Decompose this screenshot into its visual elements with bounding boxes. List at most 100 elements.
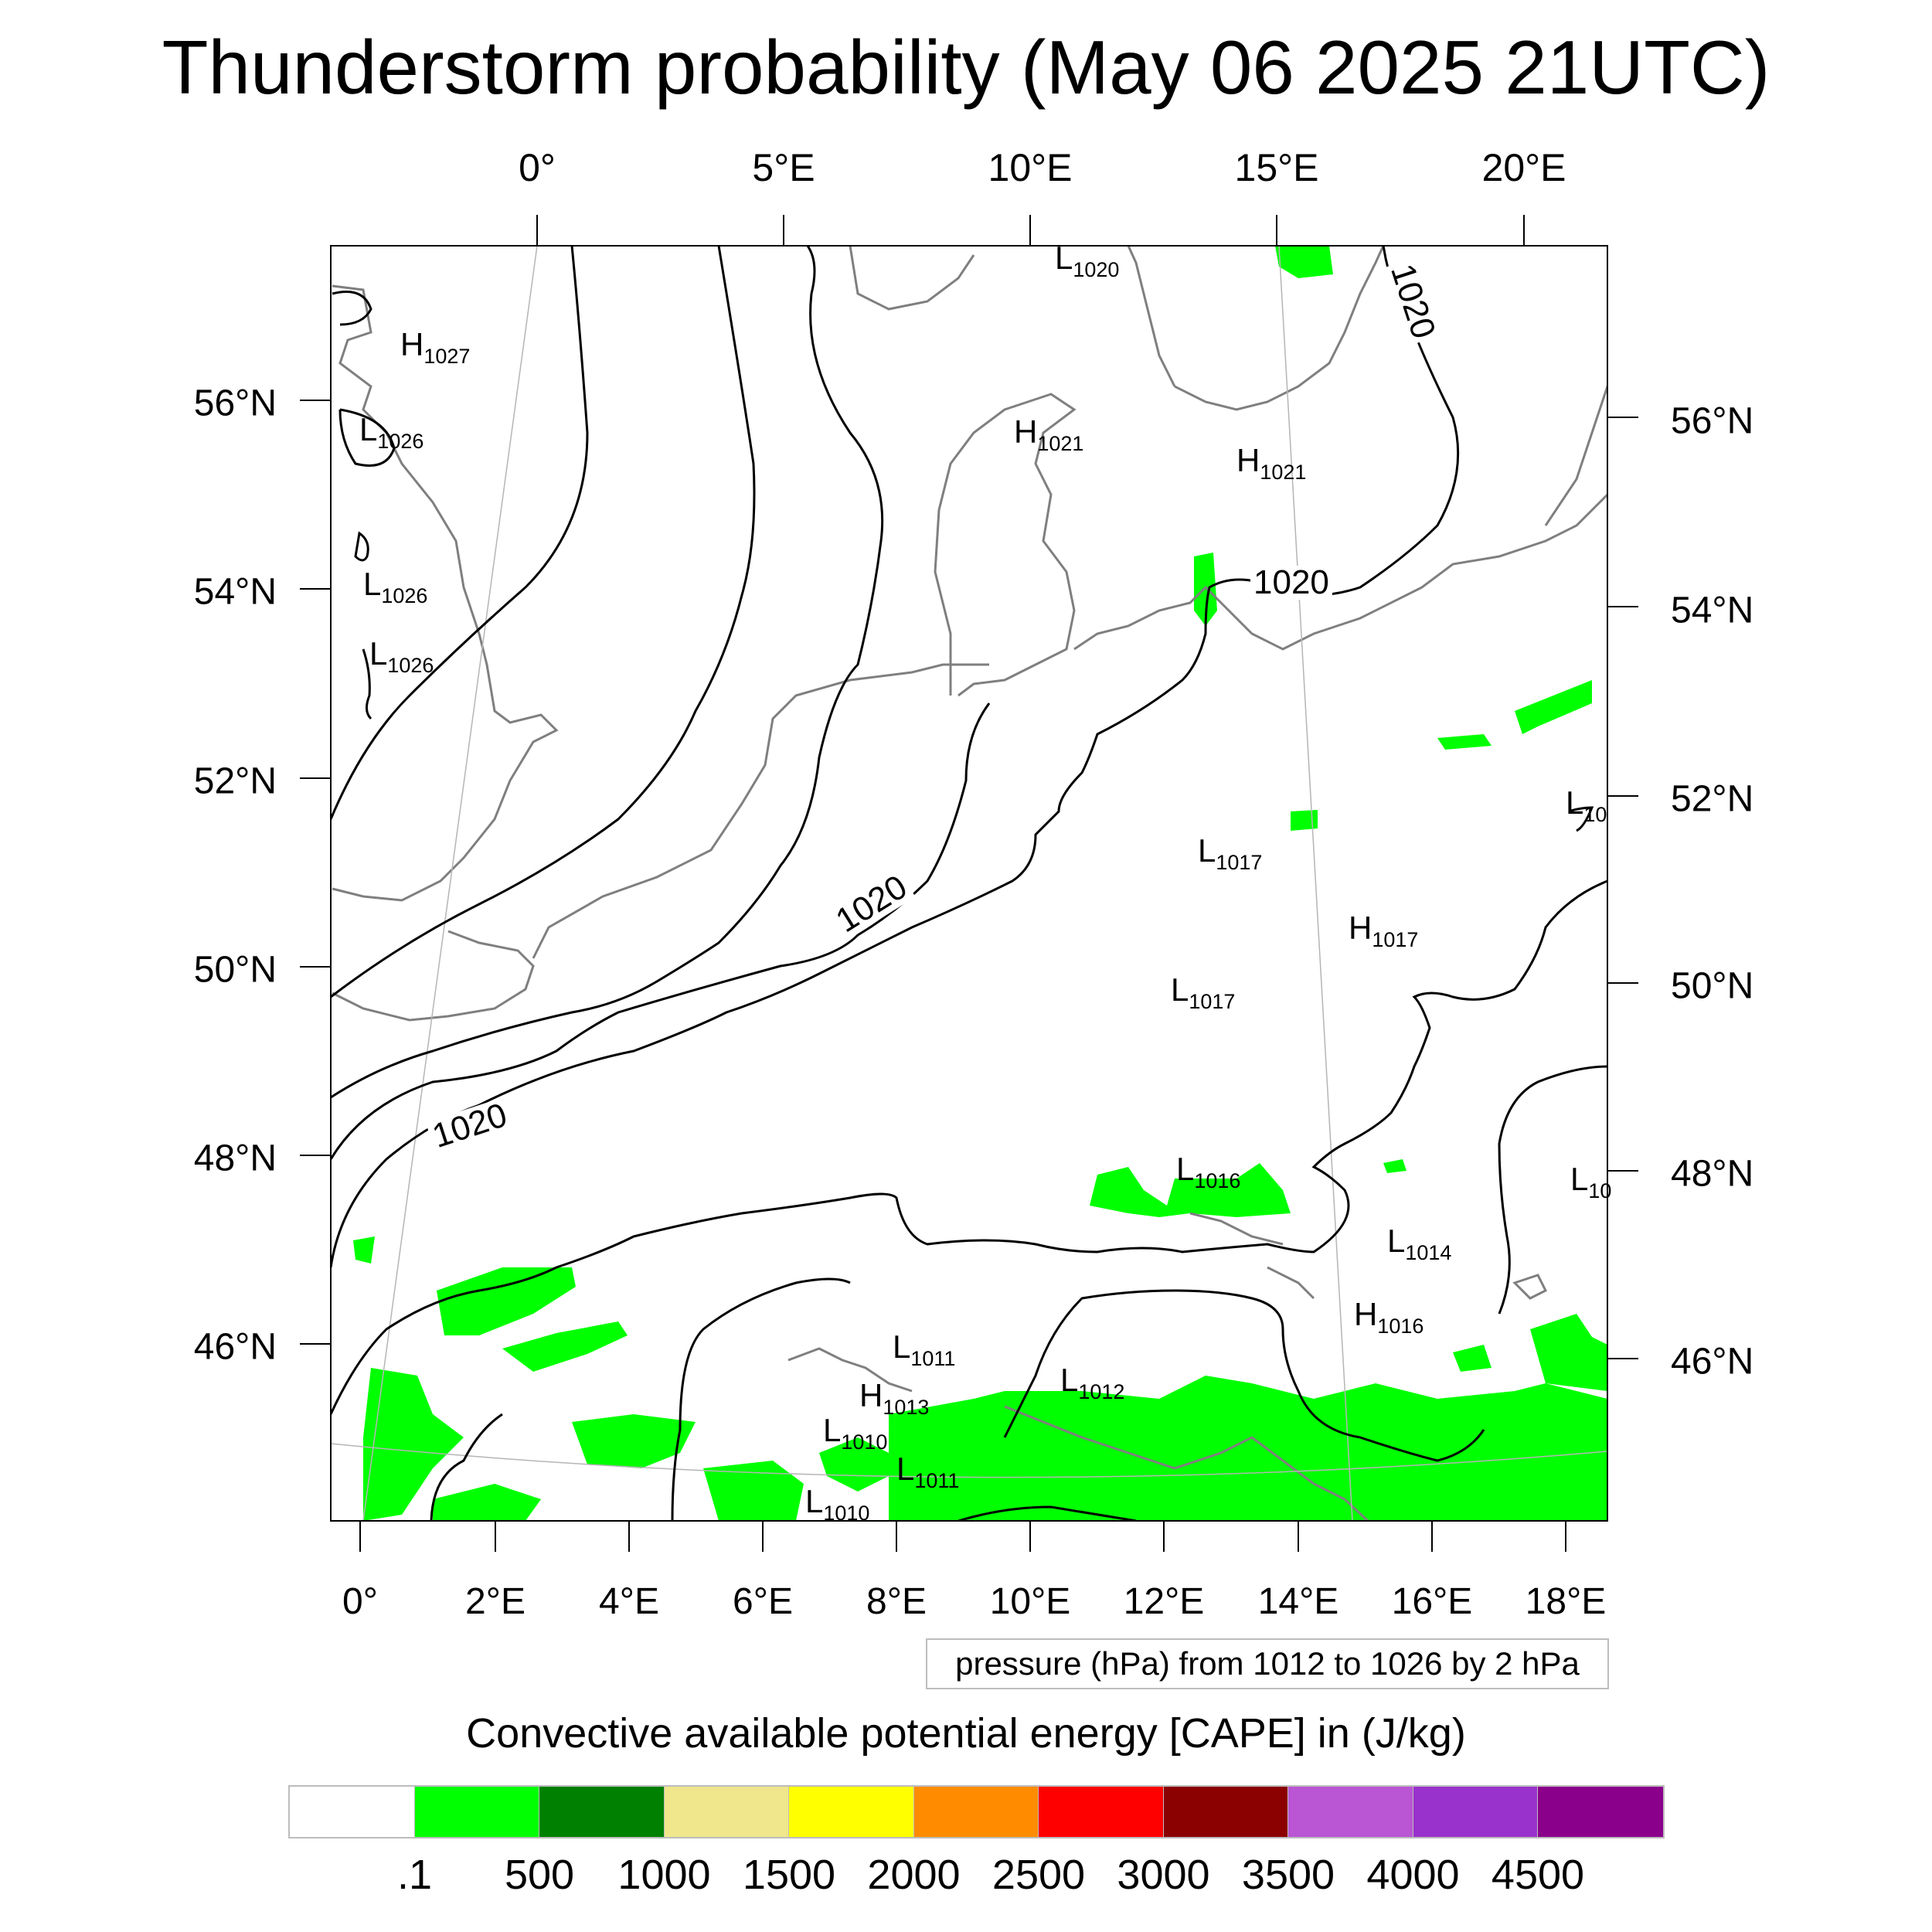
pressure-center-label: L1010 (805, 1485, 869, 1524)
pressure-center-label: L1010 (823, 1414, 887, 1453)
coast-lake (1267, 1266, 1315, 1300)
top-lon-label: 20°E (1481, 146, 1566, 189)
legend-title: Convective available potential energy [C… (466, 1710, 1466, 1757)
pressure-center-value: 1011 (910, 1347, 956, 1370)
pressure-center-label: H1016 (1354, 1298, 1423, 1337)
colorbar-tick-label: 1000 (617, 1852, 711, 1898)
cape-area (1453, 1345, 1492, 1372)
pressure-center-type: L (363, 566, 382, 602)
cape-fill-areas (353, 246, 1607, 1521)
coastline-britain-south (332, 930, 535, 1022)
cape-area (1515, 680, 1592, 734)
pressure-center-type: L (369, 635, 388, 672)
pressure-center-label: H1027 (400, 328, 470, 367)
pressure-center-value: 1010 (841, 1430, 888, 1454)
pressure-center-label: L10 (1566, 787, 1607, 825)
isobar (430, 1413, 503, 1521)
cape-area (819, 1437, 889, 1492)
cape-area (363, 1368, 464, 1521)
right-lat-label: 48°N (1671, 1153, 1754, 1195)
coastline-norway (849, 246, 975, 311)
pressure-center-type: L (359, 411, 378, 447)
pressure-center-label: L1011 (893, 1331, 955, 1369)
bottom-lon-label: 16°E (1391, 1581, 1473, 1622)
pressure-center-value: 1016 (1377, 1315, 1424, 1338)
pressure-center-label: L1012 (1060, 1364, 1124, 1403)
pressure-center-value: 1017 (1216, 851, 1263, 874)
coast-lake (1189, 1212, 1284, 1246)
pressure-center-value: 1014 (1405, 1241, 1452, 1264)
pressure-center-value: 1027 (423, 345, 471, 368)
pressure-center-value: 1021 (1260, 461, 1307, 484)
pressure-center-value: 1016 (1194, 1169, 1241, 1192)
colorbar-tick-label: 3500 (1241, 1852, 1335, 1898)
left-lat-label: 46°N (193, 1326, 277, 1368)
pressure-center-type: L (1060, 1362, 1079, 1398)
isobar (1498, 1065, 1607, 1315)
pressure-center-type: H (1354, 1296, 1378, 1332)
cape-area (1194, 553, 1217, 626)
bottom-lon-label: 8°E (866, 1581, 927, 1622)
cape-area (572, 1414, 696, 1468)
isobar (1003, 1289, 1485, 1462)
cape-area (1291, 810, 1318, 831)
colorbar-swatch (1538, 1787, 1663, 1837)
isobar (331, 246, 589, 820)
isobar (671, 1277, 851, 1521)
pressure-contour-note: pressure (hPa) from 1012 to 1026 by 2 hP… (926, 1638, 1609, 1689)
colorbar-swatch (414, 1787, 539, 1837)
coastline-britain (332, 284, 559, 902)
left-lat-label: 48°N (193, 1138, 277, 1179)
tick-marks (300, 215, 1638, 1552)
pressure-center-label: L1026 (363, 568, 427, 607)
colorbar-tick-label: .1 (396, 1852, 433, 1898)
isobar (362, 648, 372, 720)
pressure-center-label: H1017 (1349, 912, 1418, 951)
bottom-lon-label: 18°E (1525, 1581, 1607, 1622)
pressure-center-value: 1011 (914, 1469, 960, 1492)
pressure-center-value: 1026 (387, 654, 434, 677)
cape-area (703, 1461, 804, 1521)
pressure-center-label: H1021 (1014, 416, 1083, 454)
left-lat-label: 54°N (193, 571, 277, 613)
isobar (1568, 806, 1594, 832)
colorbar-swatch (789, 1787, 914, 1837)
bottom-lon-label: 2°E (465, 1581, 526, 1622)
pressure-center-value: 1026 (381, 584, 428, 607)
pressure-center-label: L1026 (359, 413, 423, 452)
colorbar-swatch (1288, 1787, 1413, 1837)
colorbar-tick-label: 2500 (992, 1852, 1086, 1898)
cape-area (1437, 734, 1492, 750)
cape-area (1090, 1163, 1291, 1217)
coastline-jutland (934, 393, 1077, 697)
colorbar-tick-label: 4000 (1366, 1852, 1460, 1898)
colorbar-swatch (664, 1787, 789, 1837)
pressure-center-value: 10 (1583, 803, 1607, 826)
pressure-center-value: 1012 (1078, 1380, 1125, 1403)
plot-frame (330, 245, 1608, 1522)
cape-area (1530, 1314, 1607, 1391)
pressure-center-type: L (1171, 971, 1189, 1008)
colorbar-tick-label: 2000 (867, 1852, 961, 1898)
right-lat-label: 50°N (1671, 965, 1754, 1007)
pressure-center-type: H (1236, 442, 1260, 478)
coastline-sweden (1127, 246, 1176, 387)
pressure-center-type: H (859, 1377, 883, 1413)
pressure-center-type: L (1566, 784, 1584, 821)
pressure-center-type: L (1387, 1223, 1406, 1259)
pressure-center-type: L (896, 1451, 915, 1487)
cape-area (502, 1321, 628, 1372)
isobar (331, 246, 1460, 1268)
colorbar-swatch (913, 1787, 1039, 1837)
isobar (338, 408, 396, 467)
pressure-center-type: L (823, 1412, 842, 1448)
pressure-center-type: L (805, 1483, 824, 1519)
isobar (331, 246, 884, 1099)
coast-lake (1512, 1274, 1548, 1300)
colorbar-swatch (1413, 1787, 1538, 1837)
pressure-center-label: L1020 (1055, 242, 1119, 281)
colorbar-tick-label: 3000 (1117, 1852, 1210, 1898)
bottom-lon-label: 12°E (1123, 1581, 1205, 1622)
pressure-center-type: H (1014, 413, 1038, 450)
colorbar-tick-label: 500 (504, 1852, 575, 1898)
